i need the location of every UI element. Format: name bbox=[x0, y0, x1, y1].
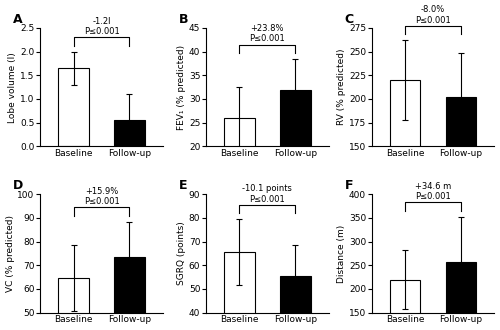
Text: +23.8%
P≤0.001: +23.8% P≤0.001 bbox=[250, 24, 285, 43]
Text: A: A bbox=[13, 13, 22, 26]
Bar bbox=[446, 261, 476, 330]
Bar bbox=[114, 257, 145, 330]
Text: +34.6 m
P≤0.001: +34.6 m P≤0.001 bbox=[415, 182, 451, 201]
Y-axis label: VC (% predicted): VC (% predicted) bbox=[6, 215, 15, 292]
Text: -10.1 points
P≤0.001: -10.1 points P≤0.001 bbox=[242, 184, 292, 204]
Text: F: F bbox=[344, 179, 353, 192]
Text: E: E bbox=[179, 179, 188, 192]
Text: +15.9%
P≤0.001: +15.9% P≤0.001 bbox=[84, 187, 120, 206]
Bar bbox=[114, 120, 145, 146]
Bar bbox=[224, 252, 254, 330]
Text: B: B bbox=[179, 13, 188, 26]
Bar bbox=[224, 118, 254, 241]
Bar bbox=[280, 89, 310, 241]
Y-axis label: Distance (m): Distance (m) bbox=[337, 224, 346, 282]
Bar bbox=[390, 80, 420, 288]
Text: -1.2l
P≤0.001: -1.2l P≤0.001 bbox=[84, 17, 120, 36]
Bar bbox=[280, 276, 310, 330]
Bar bbox=[58, 68, 89, 146]
Bar bbox=[390, 280, 420, 330]
Y-axis label: SGRQ (points): SGRQ (points) bbox=[177, 221, 186, 285]
Text: D: D bbox=[13, 179, 24, 192]
Bar bbox=[446, 97, 476, 288]
Y-axis label: Lobe volume (l): Lobe volume (l) bbox=[8, 52, 18, 122]
Y-axis label: RV (% predicted): RV (% predicted) bbox=[337, 49, 346, 125]
Y-axis label: FEV₁ (% predicted): FEV₁ (% predicted) bbox=[177, 45, 186, 130]
Bar bbox=[58, 278, 89, 330]
Text: -8.0%
P≤0.001: -8.0% P≤0.001 bbox=[415, 6, 451, 25]
Text: C: C bbox=[344, 13, 354, 26]
